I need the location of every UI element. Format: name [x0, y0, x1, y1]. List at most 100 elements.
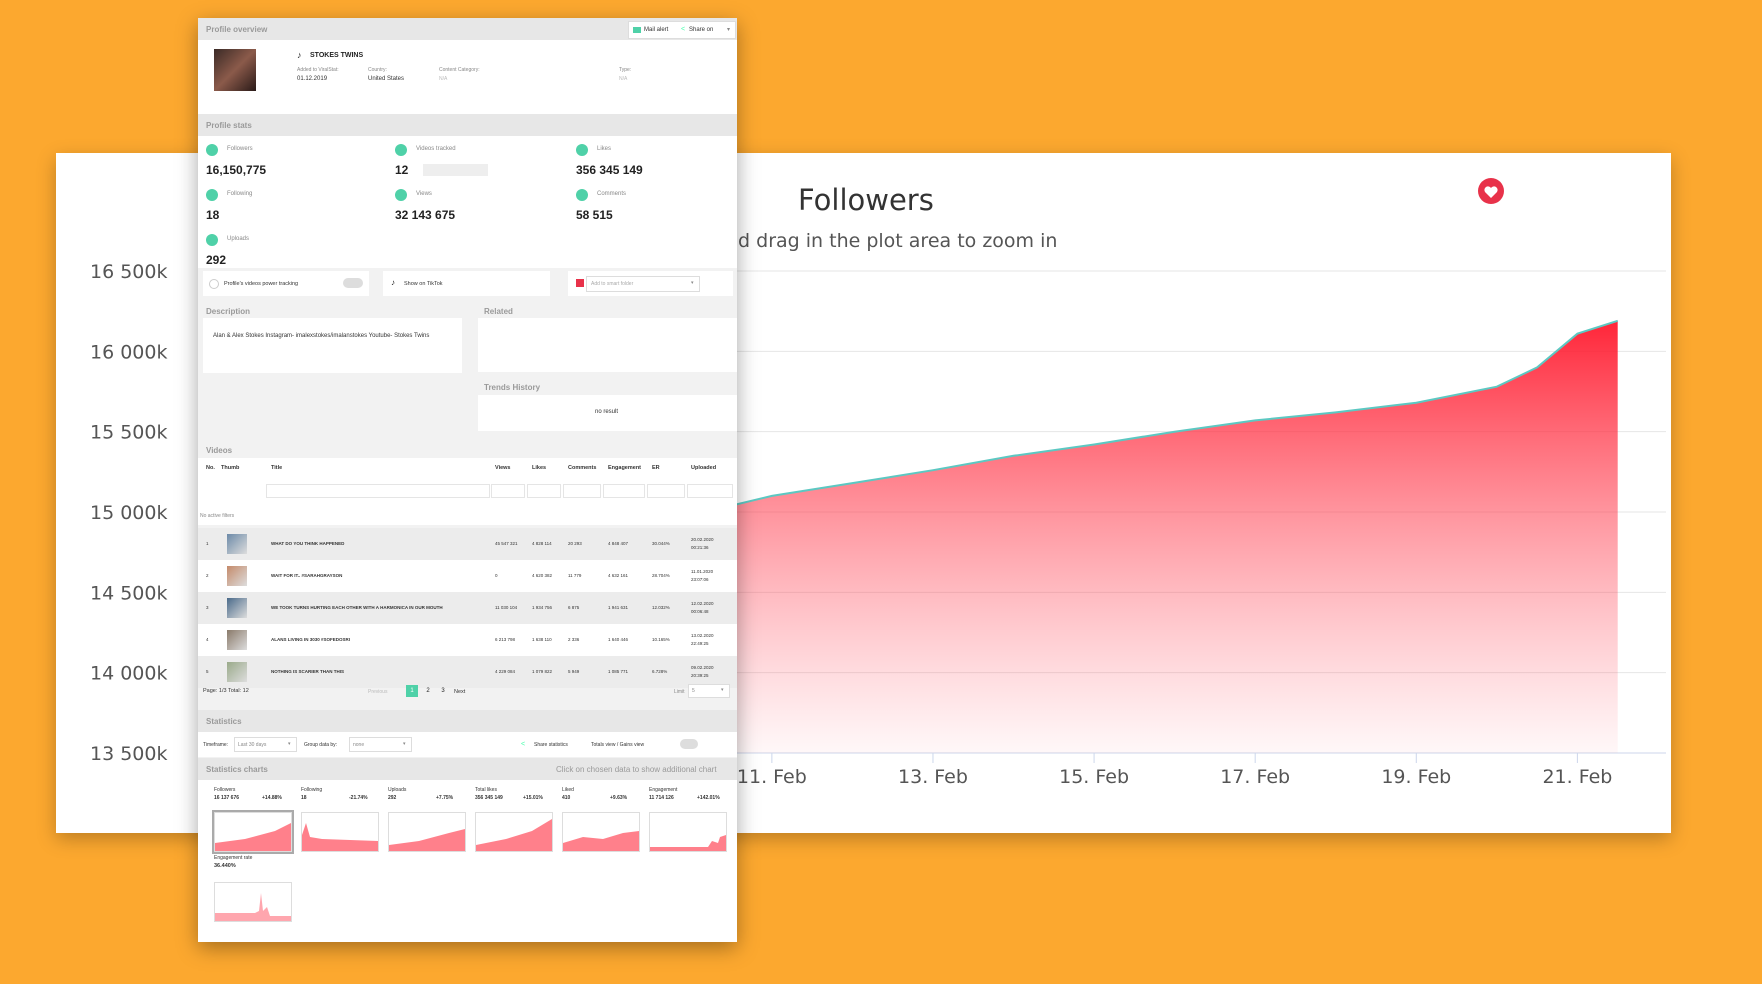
row-likes: 4 828 114 — [532, 541, 552, 546]
description-text: Alan & Alex Stokes Instagram- imalexstok… — [213, 333, 430, 339]
row-title[interactable]: ALANS LIVING IN 3030 #SOFEDOSRI — [271, 637, 351, 642]
mini-chart-sparkline — [563, 831, 639, 851]
videos-badge[interactable] — [423, 164, 488, 176]
group-value: none — [353, 742, 365, 748]
profile-overview-header: Profile overview Mail alert < Share on ▾ — [198, 18, 737, 40]
views-label: Views — [416, 191, 432, 197]
added-label: Added to ViralStat: — [297, 67, 339, 73]
row-time: 00:21:36 — [691, 545, 709, 550]
mini-chart-value: 292 — [388, 795, 397, 801]
col-engagement[interactable]: Engagement — [608, 465, 642, 471]
x-tick-label: 17. Feb — [1220, 766, 1290, 788]
power-tracking-box: Profile's videos power tracking — [203, 271, 369, 296]
video-thumbnail[interactable] — [227, 598, 247, 618]
mini-chart-label: Total likes — [475, 787, 497, 793]
likes-value: 356 345 149 — [576, 163, 643, 177]
click-hint: Click on chosen data to show additional … — [556, 765, 717, 774]
x-tick-label: 19. Feb — [1381, 766, 1451, 788]
next-button[interactable]: Next — [454, 689, 466, 695]
row-views: 0 — [495, 573, 498, 578]
y-tick-label: 14 500k — [90, 582, 167, 604]
uploaded-filter-input[interactable] — [687, 484, 733, 498]
col-likes[interactable]: Likes — [532, 465, 547, 471]
row-er: 10.165% — [652, 637, 670, 642]
engagement-rate-sparkline — [215, 893, 291, 921]
mini-chart[interactable] — [388, 812, 466, 852]
table-row[interactable]: 5 NOTHING IS SCARIER THAN THIS 4 229 084 1 … — [198, 656, 737, 688]
videos-title: Videos — [206, 446, 233, 455]
previous-button[interactable]: Previous — [368, 689, 388, 695]
video-thumbnail[interactable] — [227, 662, 247, 682]
page-2-button[interactable]: 2 — [426, 688, 430, 694]
mini-chart[interactable] — [649, 812, 727, 852]
video-thumbnail[interactable] — [227, 566, 247, 586]
row-likes: 1 934 756 — [532, 605, 553, 610]
y-tick-label: 16 500k — [90, 261, 167, 283]
uploads-value: 292 — [206, 253, 227, 267]
favorite-heart-icon[interactable] — [1478, 178, 1504, 204]
mini-chart-label: Engagement — [649, 787, 678, 793]
power-tracking-toggle[interactable] — [343, 278, 363, 288]
row-title[interactable]: WE TOOK TURNS HURTING EACH OTHER WITH A … — [271, 605, 443, 610]
row-number: 2 — [206, 573, 209, 578]
trends-history-box: no result — [478, 395, 737, 431]
table-row[interactable]: 4 ALANS LIVING IN 3030 #SOFEDOSRI 6 213 79… — [198, 624, 737, 656]
x-tick-label: 15. Feb — [1059, 766, 1129, 788]
row-date: 13.02.2020 — [691, 633, 714, 638]
mini-chart[interactable] — [301, 812, 379, 852]
page-1-button[interactable]: 1 — [406, 685, 418, 697]
actions-box: Mail alert < Share on ▾ — [628, 21, 736, 39]
show-tiktok-button[interactable]: ♪ Show on TikTok — [383, 271, 550, 296]
share-statistics-button[interactable]: Share statistics — [534, 742, 568, 748]
table-row[interactable]: 2 WAIT FOR IT.. #SARAHGRAYSON 0 4 620 382 11… — [198, 560, 737, 592]
group-select[interactable]: none ▾ — [349, 737, 412, 752]
mini-chart-delta: +7.75% — [436, 795, 454, 801]
smart-folder-select[interactable] — [586, 276, 700, 292]
title-filter-input[interactable] — [266, 484, 490, 498]
row-time: 00:06:48 — [691, 609, 709, 614]
mini-chart[interactable] — [214, 812, 292, 852]
row-title[interactable]: WHAT DO YOU THINK HAPPENED — [271, 541, 345, 546]
mail-alert-button[interactable]: Mail alert — [644, 27, 669, 33]
limit-select[interactable]: 5 ▾ — [688, 684, 730, 698]
row-likes: 1 079 822 — [532, 669, 553, 674]
row-likes: 4 620 382 — [532, 573, 553, 578]
page-3-button[interactable]: 3 — [441, 688, 445, 694]
share-on-button[interactable]: Share on — [689, 27, 714, 33]
row-title[interactable]: WAIT FOR IT.. #SARAHGRAYSON — [271, 573, 343, 578]
col-uploaded[interactable]: Uploaded — [691, 465, 717, 471]
col-comments[interactable]: Comments — [568, 465, 597, 471]
timeframe-select[interactable]: Last 30 days ▾ — [234, 737, 297, 752]
uploads-label: Uploads — [227, 236, 250, 242]
comments-filter-input[interactable] — [563, 484, 601, 498]
mini-chart[interactable] — [475, 812, 553, 852]
col-title[interactable]: Title — [271, 465, 283, 471]
statistics-charts-title: Statistics charts — [206, 765, 268, 774]
profile-info: ♪ STOKES TWINS Added to ViralStat: 01.12… — [198, 40, 737, 114]
likes-filter-input[interactable] — [527, 484, 561, 498]
table-row[interactable]: 1 WHAT DO YOU THINK HAPPENED 45 547 321 4 8… — [198, 528, 737, 560]
chart-title: Followers — [798, 183, 934, 217]
mini-chart[interactable] — [562, 812, 640, 852]
y-tick-label: 15 500k — [90, 422, 167, 444]
table-row[interactable]: 3 WE TOOK TURNS HURTING EACH OTHER WITH A… — [198, 592, 737, 624]
chevron-down-icon[interactable]: ▾ — [727, 27, 731, 33]
col-views[interactable]: Views — [495, 465, 511, 471]
col-er[interactable]: ER — [652, 465, 660, 471]
er-filter-input[interactable] — [647, 484, 685, 498]
engagement-filter-input[interactable] — [603, 484, 645, 498]
row-views: 45 547 321 — [495, 541, 518, 546]
limit-value: 5 — [692, 688, 695, 694]
col-no[interactable]: No. — [206, 465, 215, 471]
totals-gains-toggle[interactable] — [680, 739, 698, 749]
views-filter-input[interactable] — [491, 484, 525, 498]
video-thumbnail[interactable] — [227, 534, 247, 554]
chevron-down-icon: ▾ — [691, 280, 694, 286]
engagement-rate-mini-chart[interactable] — [214, 882, 292, 922]
profile-panel: Profile overview Mail alert < Share on ▾… — [198, 18, 737, 942]
country-label: Country: — [368, 67, 387, 73]
totals-view-label: Totals view / Gains view — [591, 742, 645, 748]
video-thumbnail[interactable] — [227, 630, 247, 650]
col-thumb[interactable]: Thumb — [221, 465, 240, 471]
row-title[interactable]: NOTHING IS SCARIER THAN THIS — [271, 669, 345, 674]
